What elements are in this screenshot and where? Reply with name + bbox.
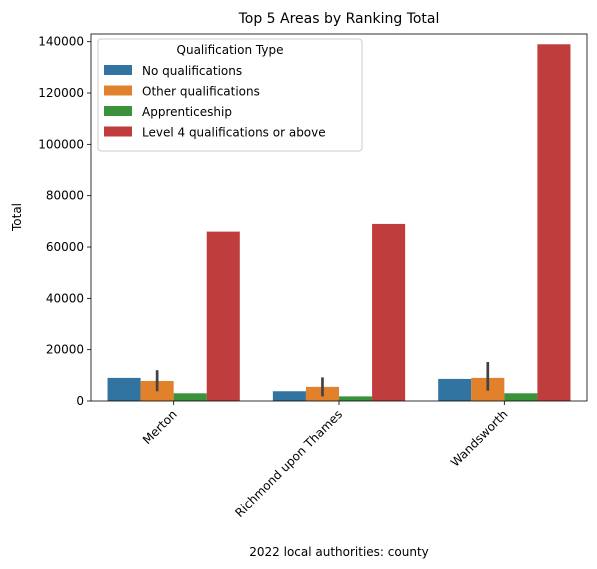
x-axis: Merton Richmond upon Thames Wandsworth: [140, 401, 510, 520]
error-bars-layer: [155, 361, 490, 397]
bar: [206, 231, 240, 401]
y-tick-label: 140000: [38, 35, 84, 49]
legend-label: Other qualifications: [142, 85, 260, 99]
chart-title: Top 5 Areas by Ranking Total: [238, 11, 440, 27]
bar: [372, 223, 406, 401]
x-tick-label: Richmond upon Thames: [232, 407, 345, 520]
legend-label: No qualifications: [142, 64, 242, 78]
bar: [504, 393, 538, 401]
bars-layer: [107, 44, 571, 402]
x-tick-label: Wandsworth: [448, 407, 510, 469]
x-tick-label: Merton: [140, 407, 180, 447]
legend: Qualification Type No qualifications Other…: [97, 38, 363, 152]
legend-swatch: [104, 65, 132, 75]
bar: [438, 378, 472, 401]
legend-label: Level 4 qualifications or above: [142, 126, 326, 140]
bar: [339, 396, 373, 401]
legend-swatch: [104, 106, 132, 116]
legend-swatch: [104, 126, 132, 137]
bar: [272, 391, 306, 401]
y-tick-label: 0: [76, 394, 84, 408]
y-tick-label: 80000: [46, 189, 84, 203]
legend-swatch: [104, 85, 132, 96]
bar: [173, 393, 207, 401]
y-tick-label: 120000: [38, 86, 84, 100]
y-tick-label: 100000: [38, 137, 84, 151]
y-tick-label: 20000: [46, 343, 84, 357]
y-axis: 0 20000 40000 60000 80000 100000 120000 140000: [38, 35, 91, 408]
legend-label: Apprenticeship: [142, 105, 232, 119]
legend-frame: [97, 38, 363, 152]
y-tick-label: 40000: [46, 291, 84, 305]
bar: [537, 44, 571, 402]
x-axis-label: 2022 local authorities: county: [249, 545, 429, 559]
bar: [107, 377, 141, 401]
y-tick-label: 60000: [46, 240, 84, 254]
y-axis-label: Total: [10, 203, 24, 232]
legend-title: Qualification Type: [177, 43, 284, 57]
